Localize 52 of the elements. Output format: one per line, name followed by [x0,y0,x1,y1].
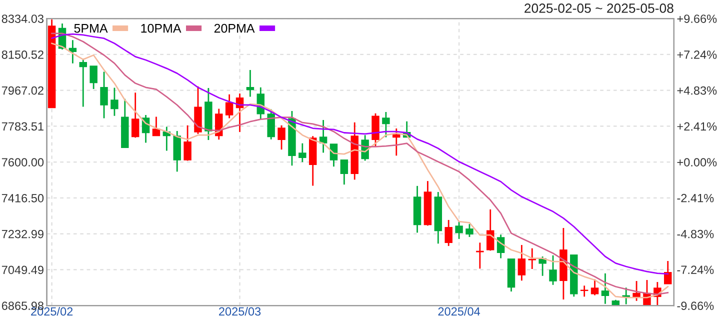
candlestick [330,143,338,168]
y-tick-label: 8334.03 [2,14,44,23]
candlestick [184,124,192,162]
candlestick [601,272,610,305]
candlestick [319,119,328,154]
y2-tick-label: -2.41% [677,194,714,202]
candlestick [131,92,140,138]
candlestick [664,260,672,285]
candlestick [100,71,108,119]
x-tick-label: 2025/04 [438,306,480,316]
candlestick [528,248,536,270]
y-tick-label: 7049.49 [2,266,44,274]
x-tick-label: 2025/03 [219,306,261,316]
candlestick [486,208,494,252]
candlestick [549,254,557,286]
y2-tick-label: +0.00% [677,158,717,166]
candlestick [518,244,526,282]
y2-tick-label: -7.24% [677,266,714,274]
y2-tick-label: -9.66% [677,302,714,310]
y-tick-label: 7416.50 [2,194,44,202]
candlestick [538,256,546,277]
y-tick-label: 8150.52 [2,50,44,59]
candlestick [79,58,87,108]
y2-tick-label: +2.41% [677,122,717,131]
y-tick-label: 7967.02 [2,86,44,95]
candlestick [382,111,390,138]
y-tick-label: 7232.99 [2,230,44,238]
candlestick [110,87,118,117]
legend-label: 10PMA [141,24,182,33]
candlestick [372,112,380,148]
legend-label: 5PMA [74,24,108,33]
candlestick [580,284,588,298]
candlestick [298,142,306,163]
candlestick [173,130,181,172]
candlestick [90,65,98,90]
text: 2025-02-05 ~ 2025-05-08 [524,4,674,13]
candlestick [225,94,234,119]
candlestick [152,116,160,136]
candlestick [340,159,348,186]
candlestick [455,220,463,240]
candlestick [590,278,599,296]
y2-tick-label: +9.66% [677,14,717,23]
y2-tick-label: +7.24% [677,50,717,59]
y2-tick-label: -4.83% [677,230,714,238]
y2-tick-label: +4.83% [677,86,717,95]
y-tick-label: 7783.51 [2,122,44,131]
candlestick [466,223,474,238]
y-tick-label: 7600.00 [2,158,44,166]
candlestick [278,124,286,150]
candlestick [444,219,452,247]
legend-label: 20PMA [214,24,255,33]
candlestick [246,69,254,98]
